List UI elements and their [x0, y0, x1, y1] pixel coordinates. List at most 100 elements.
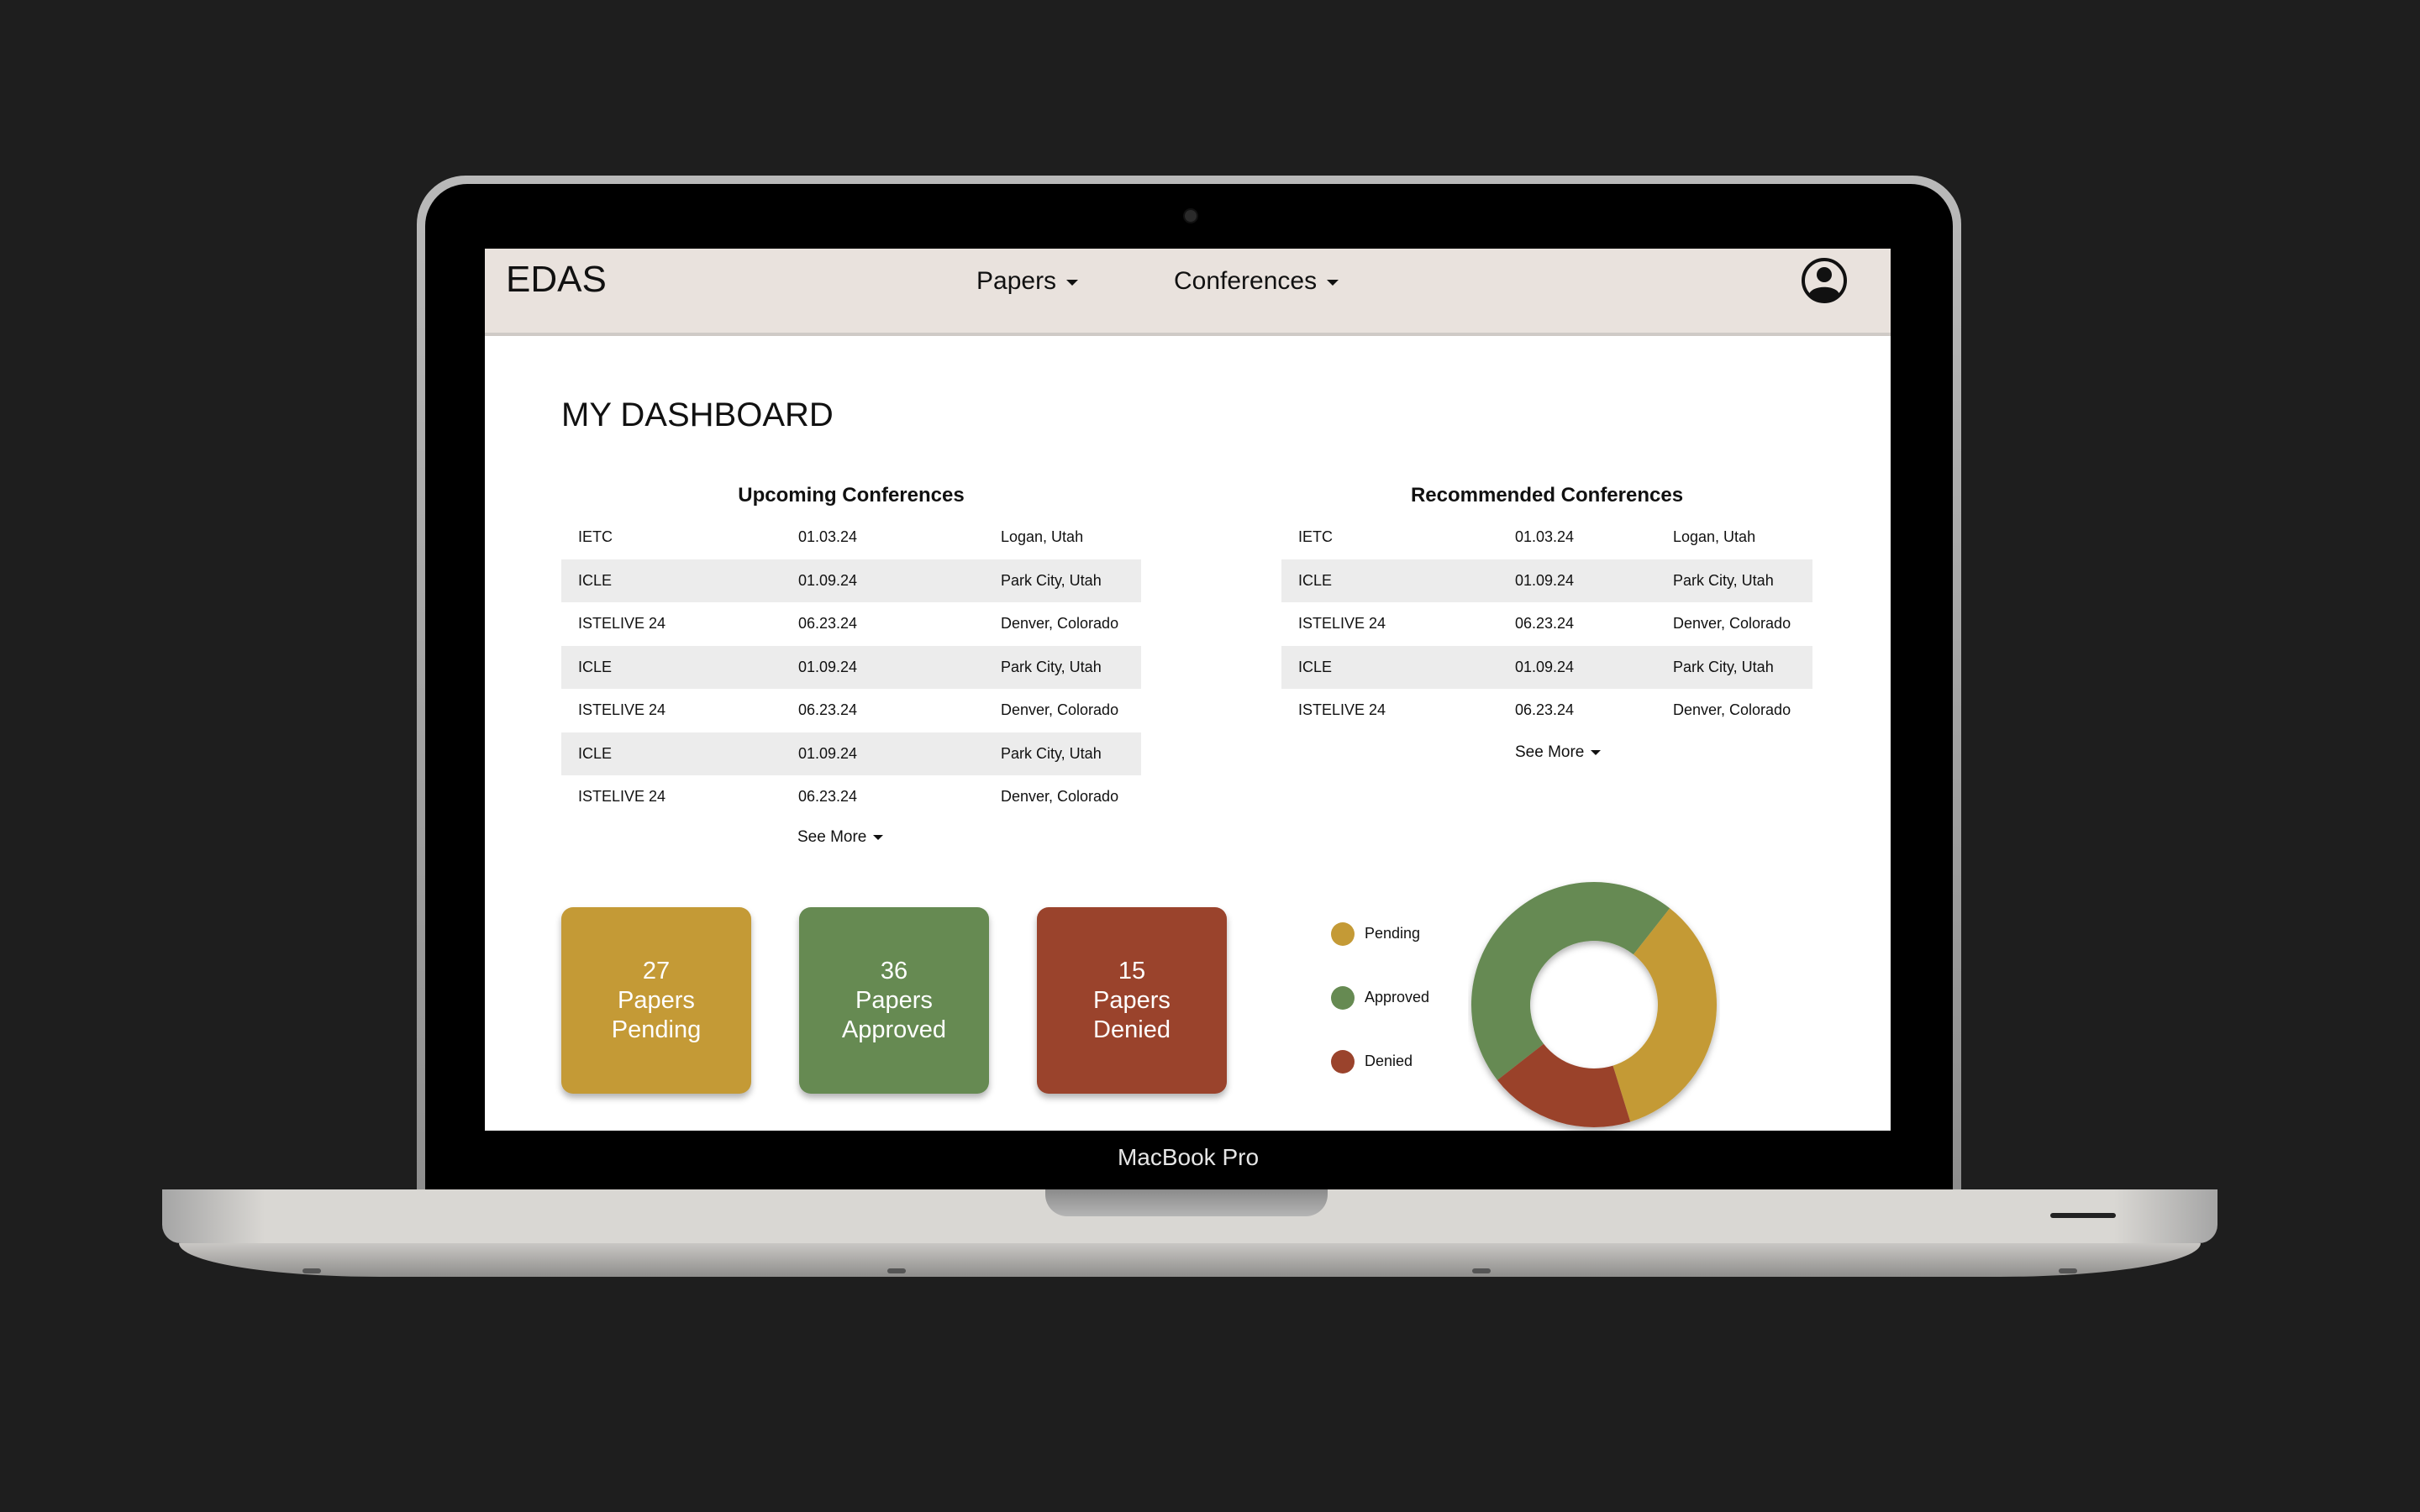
laptop-foot	[302, 1268, 321, 1273]
table-row[interactable]: ICLE 01.09.24 Park City, Utah	[1281, 559, 1812, 602]
conference-date: 01.03.24	[1515, 528, 1575, 546]
device-model-label: MacBook Pro	[1117, 1144, 1260, 1170]
conference-location: Denver, Colorado	[1673, 701, 1791, 719]
conference-date: 06.23.24	[798, 615, 858, 633]
conference-name: IETC	[1298, 528, 1334, 546]
laptop-base-edge	[179, 1243, 2201, 1277]
table-row[interactable]: ISTELIVE 24 06.23.24 Denver, Colorado	[1281, 602, 1812, 646]
stat-count: 15	[1118, 957, 1146, 984]
lid-notch	[1045, 1189, 1328, 1216]
conference-date: 06.23.24	[798, 788, 858, 806]
conference-name: ICLE	[561, 732, 781, 775]
stat-line2: Pending	[611, 1016, 702, 1043]
donut-slice-pending[interactable]	[1612, 908, 1717, 1122]
conference-date: 01.03.24	[798, 528, 858, 546]
conference-location: Denver, Colorado	[1673, 615, 1791, 633]
conference-name: ISTELIVE 24	[1298, 701, 1386, 719]
conference-name: ISTELIVE 24	[1298, 615, 1386, 633]
chevron-down-icon	[1327, 279, 1339, 286]
stat-line2: Denied	[1093, 1016, 1171, 1043]
stat-count: 27	[642, 957, 671, 984]
legend-dot-pending	[1331, 922, 1355, 946]
nav-papers[interactable]: Papers	[976, 267, 1079, 296]
legend-denied: Denied	[1331, 1050, 1413, 1074]
conference-date: 06.23.24	[1515, 615, 1575, 633]
legend-label: Denied	[1365, 1052, 1413, 1069]
stat-card-pending[interactable]: 27 Papers Pending	[561, 907, 751, 1094]
chevron-down-icon	[1066, 279, 1079, 286]
see-more-label: See More	[797, 828, 867, 846]
conference-location: Denver, Colorado	[1001, 701, 1119, 719]
legend-approved: Approved	[1331, 986, 1429, 1010]
nav-conferences-label: Conferences	[1174, 267, 1318, 295]
table-row[interactable]: ICLE 01.09.24 Park City, Utah	[1281, 645, 1812, 689]
stat-line1: Papers	[1093, 986, 1171, 1014]
table-row[interactable]: ISTELIVE 24 06.23.24 Denver, Colorado	[561, 602, 1141, 646]
conference-location: Park City, Utah	[984, 645, 1141, 689]
stat-line1: Papers	[855, 986, 933, 1014]
app-header: EDAS Papers Conferences	[485, 249, 1891, 336]
laptop-foot	[1472, 1268, 1491, 1273]
camera-icon	[1183, 208, 1198, 223]
conference-date: 01.09.24	[781, 732, 984, 775]
conference-date: 06.23.24	[1515, 701, 1575, 719]
conference-date: 01.09.24	[1498, 559, 1656, 602]
stat-card-denied[interactable]: 15 Papers Denied	[1037, 907, 1227, 1094]
conference-location: Logan, Utah	[1001, 528, 1084, 546]
recommended-table: IETC 01.03.24 Logan, Utah ICLE 01.09.24 Park …	[1281, 516, 1812, 732]
conference-name: ISTELIVE 24	[578, 615, 666, 633]
conference-location: Logan, Utah	[1673, 528, 1756, 546]
table-row[interactable]: ICLE 01.09.24 Park City, Utah	[561, 645, 1141, 689]
conference-name: ICLE	[1281, 559, 1498, 602]
conference-location: Park City, Utah	[984, 732, 1141, 775]
conference-name: ISTELIVE 24	[578, 788, 666, 806]
see-more-label: See More	[1515, 743, 1585, 761]
chevron-down-icon	[1591, 749, 1602, 755]
stat-card-approved[interactable]: 36 Papers Approved	[799, 907, 989, 1094]
status-donut-chart	[1471, 882, 1717, 1127]
upcoming-title: Upcoming Conferences	[738, 484, 965, 507]
conference-location: Denver, Colorado	[1001, 615, 1119, 633]
stat-line2: Approved	[841, 1016, 947, 1043]
upcoming-see-more[interactable]: See More	[797, 828, 884, 847]
nav-conferences[interactable]: Conferences	[1174, 267, 1339, 296]
legend-label: Approved	[1365, 988, 1430, 1005]
page-title: MY DASHBOARD	[561, 396, 834, 433]
table-row[interactable]: ISTELIVE 24 06.23.24 Denver, Colorado	[1281, 689, 1812, 732]
conference-location: Park City, Utah	[1656, 559, 1812, 602]
legend-pending: Pending	[1331, 922, 1420, 946]
table-row[interactable]: ISTELIVE 24 06.23.24 Denver, Colorado	[561, 775, 1141, 819]
conference-name: ICLE	[561, 645, 781, 689]
legend-dot-denied	[1331, 1050, 1355, 1074]
side-slot	[2050, 1213, 2116, 1218]
legend-label: Pending	[1365, 924, 1421, 942]
laptop-foot	[887, 1268, 906, 1273]
conference-date: 01.09.24	[781, 559, 984, 602]
conference-location: Park City, Utah	[984, 559, 1141, 602]
table-row[interactable]: IETC 01.03.24 Logan, Utah	[1281, 516, 1812, 559]
upcoming-table: IETC 01.03.24 Logan, Utah ICLE 01.09.24 Park …	[561, 516, 1141, 819]
laptop-foot	[2059, 1268, 2077, 1273]
recommended-see-more[interactable]: See More	[1515, 743, 1602, 762]
donut-slice-approved[interactable]	[1471, 882, 1670, 1080]
conference-date: 06.23.24	[798, 701, 858, 719]
app-screen: EDAS Papers Conferences MY DASHBOARD Upc…	[485, 249, 1891, 1131]
recommended-title: Recommended Conferences	[1410, 484, 1684, 507]
table-row[interactable]: IETC 01.03.24 Logan, Utah	[561, 516, 1141, 559]
stat-count: 36	[880, 957, 908, 984]
table-row[interactable]: ISTELIVE 24 06.23.24 Denver, Colorado	[561, 689, 1141, 732]
conference-name: ICLE	[1281, 645, 1498, 689]
conference-location: Denver, Colorado	[1001, 788, 1119, 806]
user-circle-icon[interactable]	[1801, 257, 1848, 304]
donut-slice-denied[interactable]	[1497, 1043, 1631, 1127]
conference-name: ICLE	[561, 559, 781, 602]
table-row[interactable]: ICLE 01.09.24 Park City, Utah	[561, 559, 1141, 602]
app-logo[interactable]: EDAS	[506, 259, 607, 300]
conference-location: Park City, Utah	[1656, 645, 1812, 689]
conference-date: 01.09.24	[1498, 645, 1656, 689]
chevron-down-icon	[873, 834, 884, 840]
conference-name: ISTELIVE 24	[578, 701, 666, 719]
conference-name: IETC	[578, 528, 613, 546]
conference-date: 01.09.24	[781, 645, 984, 689]
table-row[interactable]: ICLE 01.09.24 Park City, Utah	[561, 732, 1141, 775]
